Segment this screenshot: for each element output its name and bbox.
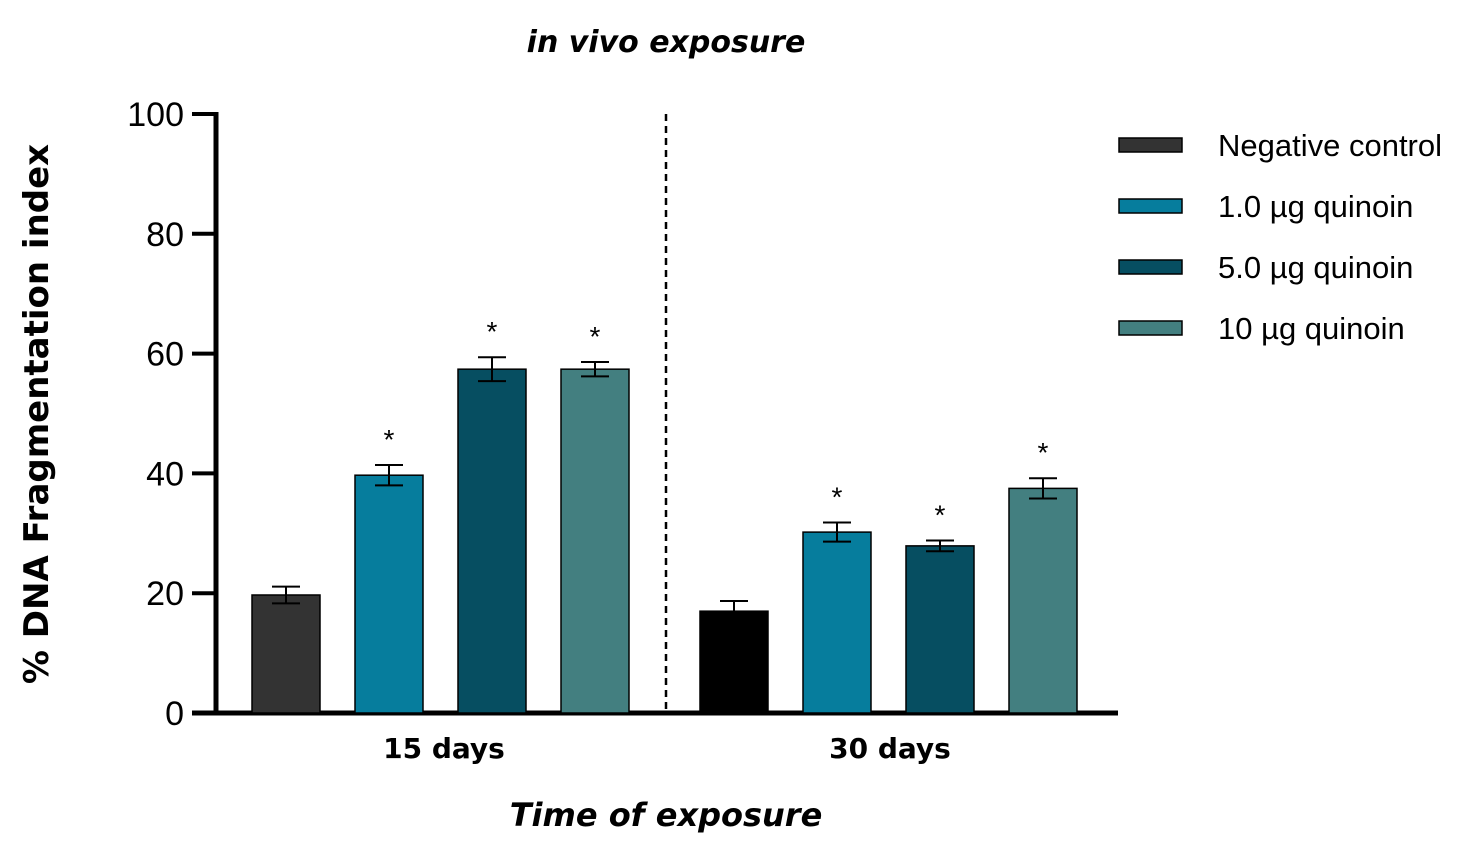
significance-marker: * (832, 482, 843, 513)
legend-swatch (1118, 320, 1183, 336)
x-tick-label: 15 days (383, 732, 505, 765)
legend-swatch (1118, 137, 1183, 153)
legend-label: 5.0 µg quinoin (1218, 250, 1413, 285)
legend-label: 1.0 µg quinoin (1218, 189, 1413, 224)
y-tick-label: 40 (146, 455, 184, 493)
bar (354, 474, 424, 714)
y-tick-label: 60 (146, 336, 184, 374)
y-axis-label: % DNA Fragmentation index (17, 144, 57, 684)
bar (1008, 487, 1078, 714)
legend-label: 10 µg quinoin (1218, 311, 1405, 346)
chart-title: in vivo exposure (527, 25, 806, 60)
bar (905, 545, 975, 714)
bar (802, 531, 872, 714)
x-tick-label: 30 days (829, 732, 951, 765)
y-tick-label: 80 (146, 216, 184, 254)
legend-swatch (1118, 259, 1183, 275)
bar (699, 610, 769, 714)
x-axis-label: Time of exposure (510, 796, 823, 834)
significance-marker: * (384, 424, 395, 455)
legend: Negative control 1.0 µg quinoin 5.0 µg qui… (1118, 128, 1442, 346)
y-tick-label: 20 (146, 575, 184, 613)
y-tick-label: 100 (127, 96, 184, 134)
bar (251, 594, 321, 714)
significance-marker: * (1038, 437, 1049, 468)
legend-label: Negative control (1218, 128, 1442, 163)
y-tick-label: 0 (165, 695, 184, 733)
significance-marker: * (487, 316, 498, 347)
significance-marker: * (590, 321, 601, 352)
legend-swatch (1118, 198, 1183, 214)
axes: 0 20 40 60 80 100 15 days 30 days (127, 96, 1118, 765)
bars: * * * * * * (251, 316, 1078, 714)
bar (457, 368, 527, 714)
significance-marker: * (935, 499, 946, 530)
bar (560, 368, 630, 714)
